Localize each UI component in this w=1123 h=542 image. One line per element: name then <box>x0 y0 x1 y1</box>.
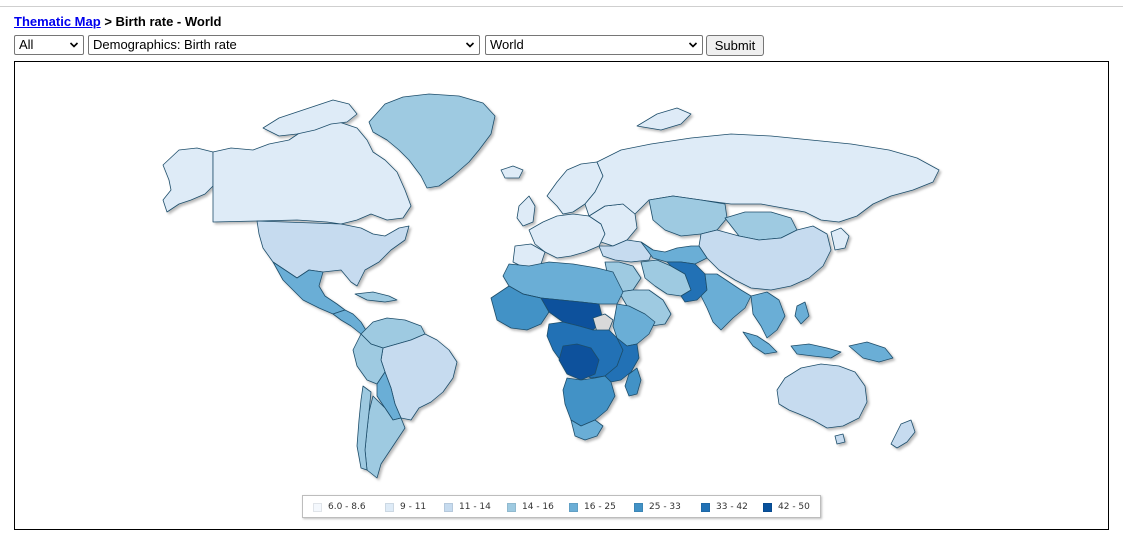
region-korea-japan[interactable] <box>830 227 850 251</box>
legend-swatch <box>634 503 643 512</box>
region-alaska[interactable] <box>162 147 214 213</box>
region-select-value: World <box>490 37 524 52</box>
submit-button[interactable]: Submit <box>706 35 764 56</box>
legend-swatch <box>444 503 453 512</box>
legend-label: 9 - 11 <box>400 502 427 512</box>
region-kazakhstan[interactable] <box>648 195 728 237</box>
breadcrumb-current: > Birth rate - World <box>104 14 222 29</box>
map-container: 6.0 - 8.6 9 - 11 11 - 14 14 - 16 16 - 25 25 -… <box>14 61 1109 530</box>
region-southeast-asia[interactable] <box>750 291 786 339</box>
region-mexico[interactable] <box>272 261 346 315</box>
region-central-asia[interactable] <box>640 241 708 265</box>
breadcrumb: Thematic Map > Birth rate - World <box>14 14 221 29</box>
region-horn-of-africa[interactable] <box>612 303 656 347</box>
region-uk-ireland[interactable] <box>516 195 536 227</box>
region-indonesia-west[interactable] <box>742 331 778 355</box>
map-legend: 6.0 - 8.6 9 - 11 11 - 14 14 - 16 16 - 25 25 -… <box>302 495 821 518</box>
region-greenland[interactable] <box>368 93 496 189</box>
breadcrumb-link-thematic-map[interactable]: Thematic Map <box>14 14 101 29</box>
region-caribbean[interactable] <box>354 291 398 303</box>
region-usa[interactable] <box>256 220 410 287</box>
region-russia-arctic-islands[interactable] <box>636 107 692 131</box>
region-drc[interactable] <box>558 343 600 381</box>
region-east-africa[interactable] <box>604 337 640 383</box>
region-iceland[interactable] <box>500 165 524 179</box>
legend-swatch <box>385 503 394 512</box>
region-australia[interactable] <box>776 363 868 429</box>
world-map <box>162 93 940 479</box>
region-south-sudan[interactable] <box>592 313 614 333</box>
region-philippines[interactable] <box>794 301 810 325</box>
region-madagascar[interactable] <box>624 367 642 397</box>
legend-label: 6.0 - 8.6 <box>328 502 366 512</box>
top-divider <box>0 6 1123 7</box>
chevron-down-icon <box>69 42 79 48</box>
region-india[interactable] <box>700 273 752 331</box>
legend-label: 33 - 42 <box>716 502 748 512</box>
legend-swatch <box>313 503 322 512</box>
region-russia[interactable] <box>584 133 940 223</box>
legend-label: 14 - 16 <box>522 502 554 512</box>
region-south-africa[interactable] <box>570 419 604 441</box>
region-new-guinea[interactable] <box>848 341 894 363</box>
region-china[interactable] <box>698 225 832 291</box>
chevron-down-icon <box>688 42 698 48</box>
region-southern-africa[interactable] <box>562 375 616 427</box>
category-select-value: All <box>19 37 34 52</box>
legend-label: 25 - 33 <box>649 502 681 512</box>
category-select[interactable]: All <box>14 35 84 55</box>
region-afghanistan-pakistan[interactable] <box>666 261 708 303</box>
region-tasmania[interactable] <box>834 433 846 445</box>
chevron-down-icon <box>465 42 475 48</box>
legend-label: 16 - 25 <box>584 502 616 512</box>
legend-swatch <box>701 503 710 512</box>
indicator-select-value: Demographics: Birth rate <box>93 37 237 52</box>
legend-swatch <box>763 503 772 512</box>
region-indonesia-east[interactable] <box>790 343 842 359</box>
region-west-africa[interactable] <box>490 285 550 331</box>
region-central-america[interactable] <box>332 309 368 335</box>
region-select[interactable]: World <box>485 35 703 55</box>
region-chile[interactable] <box>356 385 372 471</box>
region-new-zealand[interactable] <box>890 419 916 449</box>
legend-label: 11 - 14 <box>459 502 491 512</box>
indicator-select[interactable]: Demographics: Birth rate <box>88 35 480 55</box>
region-canada[interactable] <box>212 121 412 225</box>
legend-swatch <box>569 503 578 512</box>
legend-label: 42 - 50 <box>778 502 810 512</box>
legend-swatch <box>507 503 516 512</box>
region-canada-arctic-islands[interactable] <box>262 99 358 137</box>
